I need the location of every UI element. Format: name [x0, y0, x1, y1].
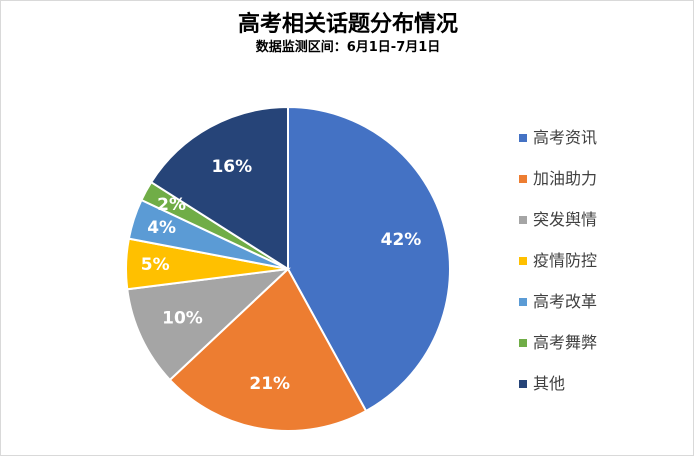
legend-item-7: 其他 [519, 373, 597, 414]
legend-item-3: 突发舆情 [519, 209, 597, 250]
legend-swatch [519, 257, 527, 265]
legend-swatch [519, 134, 527, 142]
data-label-2: 21% [249, 374, 290, 394]
legend-item-6: 高考舞弊 [519, 332, 597, 373]
legend-swatch [519, 175, 527, 183]
legend-label: 加油助力 [533, 169, 598, 188]
legend-label: 高考改革 [533, 292, 598, 311]
data-label-3: 10% [162, 309, 203, 329]
legend-item-1: 高考资讯 [519, 127, 597, 168]
legend-item-2: 加油助力 [519, 168, 597, 209]
chart-title: 高考相关话题分布情况 [237, 12, 458, 37]
legend-item-4: 疫情防控 [519, 250, 597, 291]
legend-label: 高考资讯 [533, 128, 598, 147]
pie-slice-2 [168, 267, 368, 432]
chart-subtitle: 数据监测区间：6月1日-7月1日 [255, 40, 441, 55]
legend-swatch [519, 298, 527, 306]
data-label-7: 16% [211, 157, 252, 177]
legend-swatch [519, 216, 527, 224]
legend-swatch [519, 339, 527, 347]
data-label-6: 2% [157, 195, 186, 215]
legend-label: 突发舆情 [533, 210, 598, 229]
pie-slice-1 [287, 105, 451, 413]
chart-legend: 高考资讯加油助力突发舆情疫情防控高考改革高考舞弊其他 [519, 127, 597, 414]
data-label-5: 4% [147, 218, 176, 238]
legend-label: 高考舞弊 [533, 333, 598, 352]
pie-slice-3 [126, 267, 291, 382]
data-label-1: 42% [381, 230, 422, 250]
legend-label: 其他 [533, 374, 566, 393]
data-label-4: 5% [141, 255, 170, 275]
legend-swatch [519, 380, 527, 388]
legend-label: 疫情防控 [533, 251, 598, 270]
legend-item-5: 高考改革 [519, 291, 597, 332]
pie-slice-7 [149, 105, 289, 271]
